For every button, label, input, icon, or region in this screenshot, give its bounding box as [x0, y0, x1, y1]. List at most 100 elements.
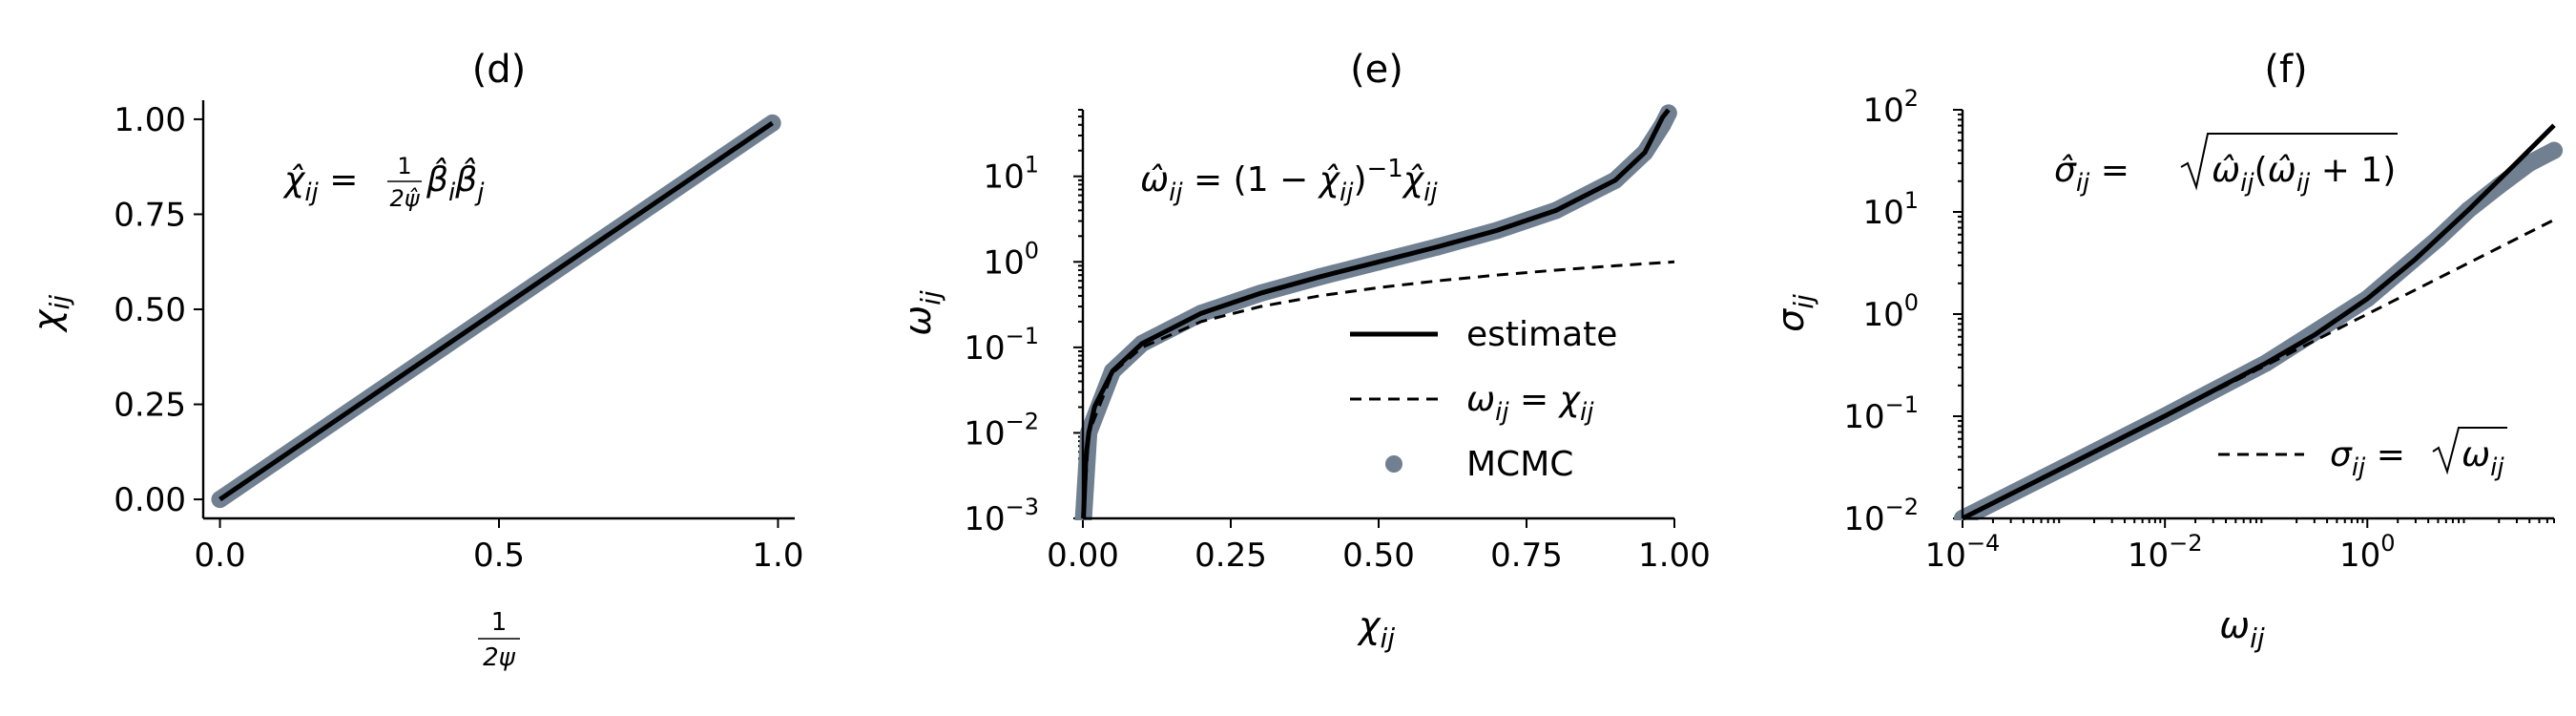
- panel-d-ticks: 0.0 0.5 1.0 0.00 0.25 0.50 0.75 1.00: [114, 101, 803, 575]
- annot-f-r3-sub: ij: [2296, 169, 2311, 198]
- x-tick-label: 1.00: [1638, 537, 1711, 575]
- y-tick-label: 10−1: [1843, 391, 1919, 436]
- panel-d-xlabel-den: 2ψ: [483, 643, 516, 672]
- series--ij-ij-line: [1962, 218, 2555, 520]
- panel-e-ylabel: ωij: [897, 290, 946, 336]
- legend-f-r-sub: ij: [2490, 453, 2504, 482]
- y-tick-label: 10−2: [1843, 494, 1919, 538]
- series-estimate-line: [1961, 123, 2556, 520]
- legend-f-r: ω: [2462, 435, 2490, 474]
- x-tick-label: 0.50: [1342, 537, 1415, 575]
- annot-e-c: χ̂: [1318, 160, 1341, 200]
- annot-d-lhs: χ̂: [282, 160, 306, 200]
- panel-e-title: (e): [1350, 48, 1403, 92]
- y-tick-label: 100: [983, 237, 1039, 282]
- panel-e-annotation: ω̂ij = (1 − χ̂ij)−1χ̂ij: [1140, 155, 1438, 207]
- annot-f-a: σ̂: [2054, 151, 2077, 190]
- legend-f-sqrt-label-radicand: ωij: [2462, 435, 2504, 482]
- panel-d: (d) 0.0 0.5 1.00.000.250.500.751.00 χ̂ij =…: [26, 48, 803, 672]
- x-tick-label: 0.00: [1047, 537, 1119, 575]
- panel-f-series: [1954, 123, 2563, 520]
- y-tick-exponent: −2: [1885, 494, 1919, 520]
- annot-d-rhs-b: β̂: [454, 157, 477, 200]
- annot-e-c-sub: ij: [1340, 179, 1354, 207]
- legend-f-a: σ: [2330, 435, 2353, 474]
- panel-e-legend: estimate ωij = χij MCMC: [1350, 315, 1617, 484]
- y-tick-exponent: −1: [1885, 391, 1919, 418]
- y-tick-exponent: 1: [1025, 152, 1039, 179]
- y-tick-label: 1.00: [114, 101, 186, 139]
- panel-f-annotation: σ̂ij =: [2054, 151, 2129, 198]
- annot-d-frac-den: 2ψ̂: [389, 185, 420, 212]
- annot-e-e: χ̂: [1402, 160, 1425, 200]
- annot-d-eq: =: [319, 160, 359, 200]
- annot-f-a-sub: ij: [2076, 169, 2090, 198]
- y-tick-label: 0.25: [114, 387, 186, 425]
- series--ij-ij-line: [1082, 260, 1675, 519]
- annot-f-r3: ω̂: [2268, 151, 2296, 190]
- panel-e-xlabel: χij: [1357, 604, 1395, 654]
- panel-f-annotation-radicand: ω̂ij(ω̂ij + 1): [2212, 151, 2396, 198]
- annot-f-eq: =: [2089, 151, 2129, 190]
- panel-d-annotation-rhs: β̂iβ̂j: [426, 157, 485, 207]
- panel-d-series: [211, 114, 781, 509]
- panel-d-annotation: χ̂ij =: [282, 160, 358, 207]
- panel-f-legend: σij = ωij: [2218, 427, 2507, 482]
- panel-d-xlabel-num: 1: [491, 608, 508, 637]
- mcmc-point: [2545, 141, 2563, 159]
- y-tick-exponent: 0: [1904, 289, 1919, 316]
- annot-e-b: = (1 −: [1183, 160, 1319, 200]
- x-tick-label: 0.0: [195, 537, 246, 575]
- y-tick-exponent: −3: [1006, 494, 1039, 520]
- annot-f-r1-sub: ij: [2240, 169, 2254, 198]
- x-tick-exponent: 0: [2380, 530, 2395, 557]
- annot-e-a-sub: ij: [1169, 179, 1183, 207]
- legend-e-mcmc-label: MCMC: [1466, 445, 1573, 484]
- panel-f-xlabel: ωij: [2219, 604, 2265, 654]
- x-tick-label: 10−4: [1925, 530, 2001, 575]
- annot-f-sqrt-sign: [2180, 133, 2398, 191]
- y-tick-label: 0.50: [114, 291, 186, 329]
- panel-d-ylabel: χij: [26, 295, 75, 333]
- legend-e-identity-label: ωij = χij: [1466, 380, 1594, 427]
- y-tick-exponent: 2: [1904, 85, 1919, 112]
- x-tick-label: 100: [2339, 530, 2396, 575]
- x-tick-exponent: −2: [2169, 530, 2202, 557]
- x-tick-label: 0.5: [473, 537, 525, 575]
- series-estimate-line: [1081, 108, 1671, 519]
- y-tick-exponent: −1: [1006, 323, 1039, 349]
- y-tick-label: 0.00: [114, 481, 186, 519]
- y-tick-label: 10−3: [964, 494, 1039, 538]
- annot-d-rhs-sub-b: j: [474, 179, 485, 207]
- legend-f-a-sub: ij: [2352, 453, 2366, 482]
- legend-e-mcmc-marker: [1385, 455, 1402, 473]
- annot-f-r2: (: [2254, 151, 2268, 190]
- annot-d-lhs-sub: ij: [304, 179, 319, 207]
- annot-f-r4: + 1): [2310, 151, 2396, 190]
- y-tick-label: 101: [1862, 187, 1919, 232]
- mcmc-point: [2521, 154, 2539, 172]
- annot-e-e-sub: ij: [1423, 179, 1438, 207]
- x-tick-label: 0.75: [1490, 537, 1563, 575]
- y-tick-exponent: 0: [1025, 237, 1039, 263]
- annot-d-frac-num: 1: [397, 153, 411, 179]
- annot-d-rhs: β̂: [426, 157, 448, 200]
- legend-e-estimate-label: estimate: [1466, 315, 1617, 354]
- y-tick-label: 0.75: [114, 196, 186, 234]
- legend-f-eq: =: [2365, 435, 2405, 474]
- y-tick-label: 102: [1862, 85, 1919, 130]
- y-tick-label: 10−1: [964, 323, 1039, 368]
- series-estimate-line: [218, 120, 775, 502]
- annot-e-a: ω̂: [1140, 160, 1169, 200]
- panel-e: (e) 0.00 0.25 0.50 0.75 1.0010−310−210−11001…: [897, 48, 1711, 654]
- annot-d-rhs-sub-a: i: [448, 179, 456, 207]
- panel-e-series: [1074, 104, 1677, 520]
- panel-f-ylabel: σij: [1770, 294, 1819, 332]
- legend-f-sqrt-sign: [2432, 427, 2507, 475]
- x-tick-label: 1.0: [752, 537, 803, 575]
- y-tick-exponent: 1: [1904, 187, 1919, 214]
- x-tick-exponent: −4: [1966, 530, 2000, 557]
